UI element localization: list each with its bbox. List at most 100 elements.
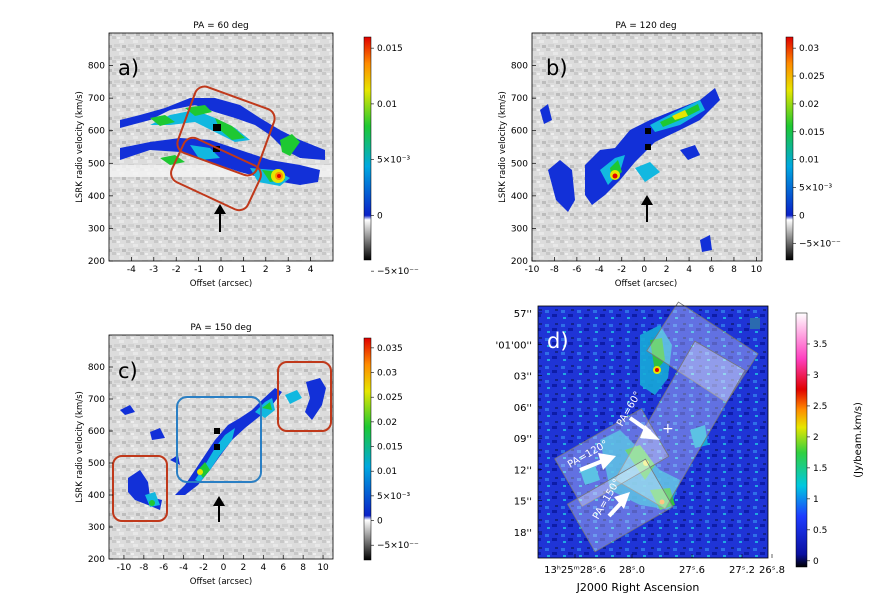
colorbar-tick-label: 3 xyxy=(813,371,819,381)
x-tick-label: -10 xyxy=(117,563,132,573)
y-tick-label: 800 xyxy=(88,363,105,373)
panel-b-frame xyxy=(531,32,763,262)
panel-b-xlabel: Offset (arcsec) xyxy=(615,279,677,289)
x-tick-label: 0 xyxy=(641,265,647,275)
x-tick-label: 6 xyxy=(709,265,715,275)
panel-d-colorbar-label: (Jy/beam.km/s) xyxy=(853,402,864,478)
colorbar-tick-label: 5×10⁻³ xyxy=(377,492,410,502)
panel-a-x-ticks: -4 -3 -2 -1 0 1 2 3 4 xyxy=(127,257,314,275)
y-tick-label: '01'00'' xyxy=(496,340,532,351)
y-tick-label: 200 xyxy=(511,257,528,267)
y-tick-label: 400 xyxy=(88,192,105,202)
x-tick-label: 13ʰ25ᵐ28ˢ.6 xyxy=(544,565,606,576)
y-tick-label: 09'' xyxy=(514,434,532,445)
panel-b-emission xyxy=(540,88,720,252)
colorbar-tick-label: 0 xyxy=(377,517,383,527)
x-tick-label: -4 xyxy=(179,563,188,573)
panel-d-label: d) xyxy=(547,329,569,353)
y-tick-label: 400 xyxy=(88,491,105,501)
colorbar-tick-label: 1.5 xyxy=(813,464,827,474)
panel-c-xlabel: Offset (arcsec) xyxy=(190,577,252,587)
panel-a-y-ticks: 200 300 400 500 600 700 800 xyxy=(88,62,113,267)
x-tick-label: -6 xyxy=(159,563,168,573)
panel-b-label: b) xyxy=(546,56,568,80)
x-tick-label: -3 xyxy=(149,265,158,275)
colorbar-tick-label: 0.02 xyxy=(377,418,397,428)
panel-c-frame xyxy=(108,334,334,560)
panel-d-colorbar-ticks: 3.5 3 2.5 2 1.5 1 0.5 0 xyxy=(807,340,827,567)
colorbar-tick-label: 0 xyxy=(377,211,383,221)
panel-b-y-ticks: 200 300 400 500 600 700 800 xyxy=(511,62,536,267)
x-tick-label: -2 xyxy=(199,563,208,573)
panel-b-colorbar xyxy=(786,37,793,260)
panel-a-red-box-upper xyxy=(176,85,276,177)
y-tick-label: 600 xyxy=(88,427,105,437)
colorbar-tick-label: 0.025 xyxy=(377,393,403,403)
x-tick-label: -10 xyxy=(525,265,540,275)
panel-a-colorbar-ticks: 0.015 0.01 5×10⁻³ 0 −5×10⁻⁻ xyxy=(371,44,419,277)
x-tick-label: -6 xyxy=(572,265,581,275)
panel-c-y-ticks: 200 300 400 500 600 700 800 xyxy=(88,363,113,565)
panel-b-ylabel: LSRK radio velocity (km/s) xyxy=(498,91,508,203)
x-tick-label: 0 xyxy=(218,265,224,275)
panel-a-colorbar xyxy=(364,37,371,260)
y-tick-label: 700 xyxy=(511,94,528,104)
y-tick-label: 700 xyxy=(88,395,105,405)
panel-a: PA = 60 deg a) -4 -3 -2 xyxy=(75,21,419,289)
y-tick-label: 500 xyxy=(88,459,105,469)
colorbar-tick-label: 0.015 xyxy=(799,128,825,138)
panel-a-red-box-lower xyxy=(170,136,262,212)
y-tick-label: 06'' xyxy=(514,403,532,414)
panel-b-arrow xyxy=(641,195,653,222)
panel-c-emission xyxy=(120,378,326,510)
panel-a-label: a) xyxy=(118,56,139,80)
panel-a-title: PA = 60 deg xyxy=(193,21,249,31)
x-tick-label: 27ˢ.2 xyxy=(729,565,755,576)
panel-d-y-ticks: 57'' '01'00'' 03'' 06'' 09'' 12'' 15'' 18'' xyxy=(496,309,542,539)
panel-c-colorbar-ticks: 0.035 0.03 0.025 0.02 0.015 0.01 5×10⁻³ 0 −5×10⁻… xyxy=(371,344,419,551)
colorbar-tick-label: −5×10⁻⁻ xyxy=(377,267,419,277)
y-tick-label: 800 xyxy=(88,62,105,72)
x-tick-label: 0 xyxy=(221,563,227,573)
x-tick-label: 1 xyxy=(241,265,247,275)
y-tick-label: 300 xyxy=(88,224,105,234)
y-tick-label: 200 xyxy=(88,257,105,267)
y-tick-label: 500 xyxy=(88,159,105,169)
x-tick-label: -8 xyxy=(139,563,148,573)
y-tick-label: 400 xyxy=(511,192,528,202)
panel-b-x-ticks: -10 -8 -6 -4 -2 0 2 4 6 8 10 xyxy=(525,257,763,275)
panel-a-emission xyxy=(120,98,325,186)
colorbar-tick-label: 2 xyxy=(813,433,819,443)
colorbar-tick-label: 0.01 xyxy=(377,100,397,110)
panel-d-colorbar xyxy=(796,313,807,567)
x-tick-label: -4 xyxy=(595,265,604,275)
panel-a-xlabel: Offset (arcsec) xyxy=(190,279,252,289)
colorbar-tick-label: −5×10⁻⁻ xyxy=(377,541,419,551)
colorbar-tick-label: 2.5 xyxy=(813,402,827,412)
y-tick-label: 12'' xyxy=(514,465,532,476)
panel-a-arrow xyxy=(214,204,226,232)
x-tick-label: 2 xyxy=(241,563,247,573)
colorbar-tick-label: 0.5 xyxy=(813,526,827,536)
x-tick-label: 10 xyxy=(751,265,763,275)
x-tick-label: 8 xyxy=(731,265,737,275)
colorbar-tick-label: 0.02 xyxy=(799,100,819,110)
x-tick-label: -2 xyxy=(617,265,626,275)
colorbar-tick-label: 5×10⁻³ xyxy=(799,184,832,194)
colorbar-tick-label: −5×10⁻⁻ xyxy=(799,239,841,249)
y-tick-label: 18'' xyxy=(514,528,532,539)
x-tick-label: -2 xyxy=(172,265,181,275)
colorbar-tick-label: 5×10⁻³ xyxy=(377,156,410,166)
panel-c-blue-box xyxy=(176,396,262,483)
colorbar-tick-label: 0.015 xyxy=(377,44,403,54)
panel-c-ylabel: LSRK radio velocity (km/s) xyxy=(75,391,85,503)
x-tick-label: 10 xyxy=(317,563,329,573)
panel-c-red-box-right xyxy=(277,361,332,432)
x-tick-label: 6 xyxy=(280,563,286,573)
panel-d-x-ticks: 13ʰ25ᵐ28ˢ.6 28ˢ.0 27ˢ.6 27ˢ.2 26ˢ.8 xyxy=(544,554,785,576)
panel-c-x-ticks: -10 -8 -6 -4 -2 0 2 4 6 8 10 xyxy=(117,555,329,573)
colorbar-tick-label: 0.03 xyxy=(799,44,819,54)
x-tick-label: 28ˢ.0 xyxy=(619,565,645,576)
colorbar-tick-label: 0.015 xyxy=(377,443,403,453)
